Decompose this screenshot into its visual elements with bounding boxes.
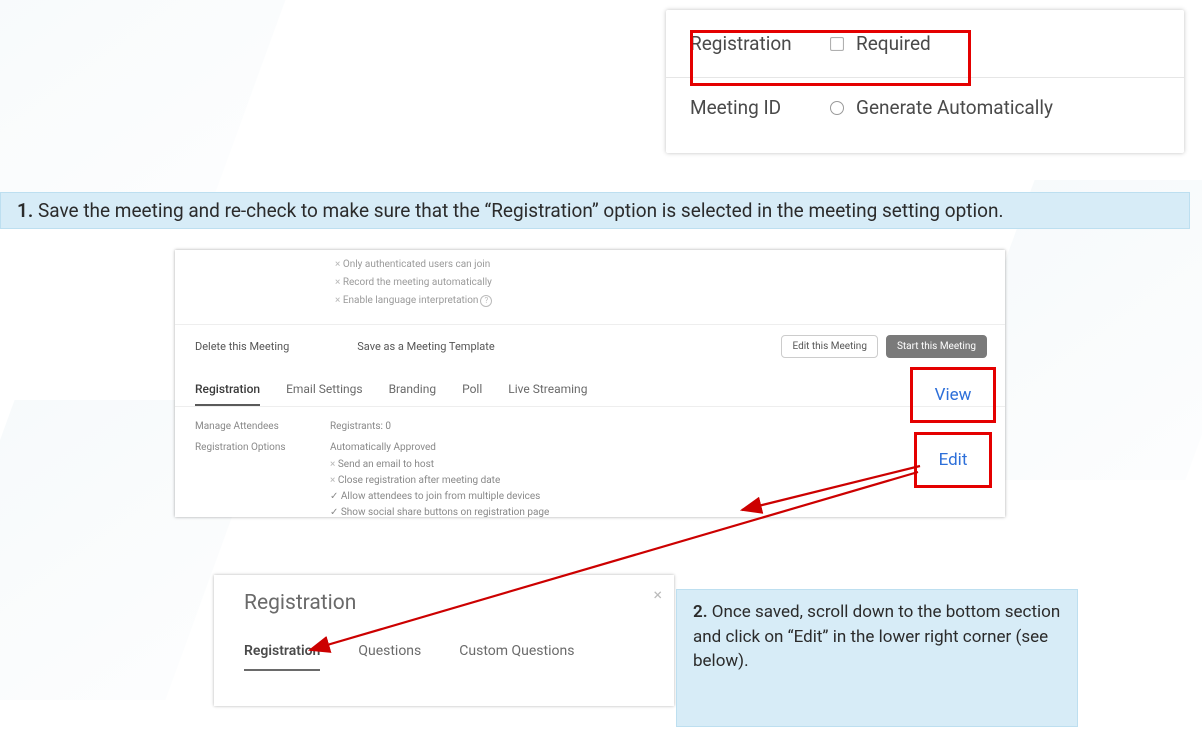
step-2-text: Once saved, scroll down to the bottom se…: [693, 602, 1060, 671]
top-option-interpretation: Enable language interpretation?: [335, 292, 1005, 310]
tab-registration[interactable]: Registration: [195, 382, 260, 406]
delete-meeting-link[interactable]: Delete this Meeting: [195, 340, 289, 353]
modal-tab-custom-questions[interactable]: Custom Questions: [459, 643, 574, 671]
opt-close-registration: Close registration after meeting date: [330, 473, 549, 489]
tab-poll[interactable]: Poll: [462, 382, 482, 406]
step-1-number: 1.: [17, 199, 33, 222]
info-icon: ?: [480, 295, 492, 307]
step-1-text: Save the meeting and re-check to make su…: [38, 199, 1004, 222]
tab-live-streaming[interactable]: Live Streaming: [508, 382, 587, 406]
required-label: Required: [856, 32, 931, 55]
registration-label: Registration: [690, 32, 830, 55]
registration-modal: Registration × Registration Questions Cu…: [214, 575, 674, 706]
top-option-authenticated: Only authenticated users can join: [335, 256, 1005, 274]
opt-multiple-devices: Allow attendees to join from multiple de…: [330, 489, 549, 505]
start-meeting-button[interactable]: Start this Meeting: [886, 335, 987, 358]
edit-meeting-button[interactable]: Edit this Meeting: [781, 335, 877, 358]
meeting-settings-panel: Only authenticated users can join Record…: [175, 250, 1005, 517]
registration-required-panel: Registration Required Meeting ID Generat…: [666, 10, 1184, 153]
tab-branding[interactable]: Branding: [389, 382, 437, 406]
step-2-callout: 2. Once saved, scroll down to the bottom…: [676, 589, 1078, 727]
close-icon[interactable]: ×: [653, 585, 662, 604]
auto-approved-label: Automatically Approved: [330, 442, 549, 453]
required-checkbox[interactable]: [830, 37, 844, 51]
save-template-link[interactable]: Save as a Meeting Template: [357, 340, 494, 353]
registrants-count: Registrants: 0: [330, 421, 391, 432]
registration-modal-title: Registration: [244, 591, 654, 615]
generate-auto-radio[interactable]: [830, 101, 844, 115]
registration-options-label: Registration Options: [195, 442, 330, 521]
step-1-callout: 1. Save the meeting and re-check to make…: [0, 192, 1190, 229]
tab-email-settings[interactable]: Email Settings: [286, 382, 363, 406]
top-option-record: Record the meeting automatically: [335, 274, 1005, 292]
modal-tab-questions[interactable]: Questions: [358, 643, 421, 671]
meeting-id-label: Meeting ID: [690, 96, 830, 119]
manage-attendees-label: Manage Attendees: [195, 421, 330, 432]
opt-send-email: Send an email to host: [330, 457, 549, 473]
generate-auto-label: Generate Automatically: [856, 96, 1053, 119]
step-2-number: 2.: [693, 602, 708, 622]
modal-tab-registration[interactable]: Registration: [244, 643, 320, 671]
opt-social-share: Show social share buttons on registratio…: [330, 505, 549, 521]
